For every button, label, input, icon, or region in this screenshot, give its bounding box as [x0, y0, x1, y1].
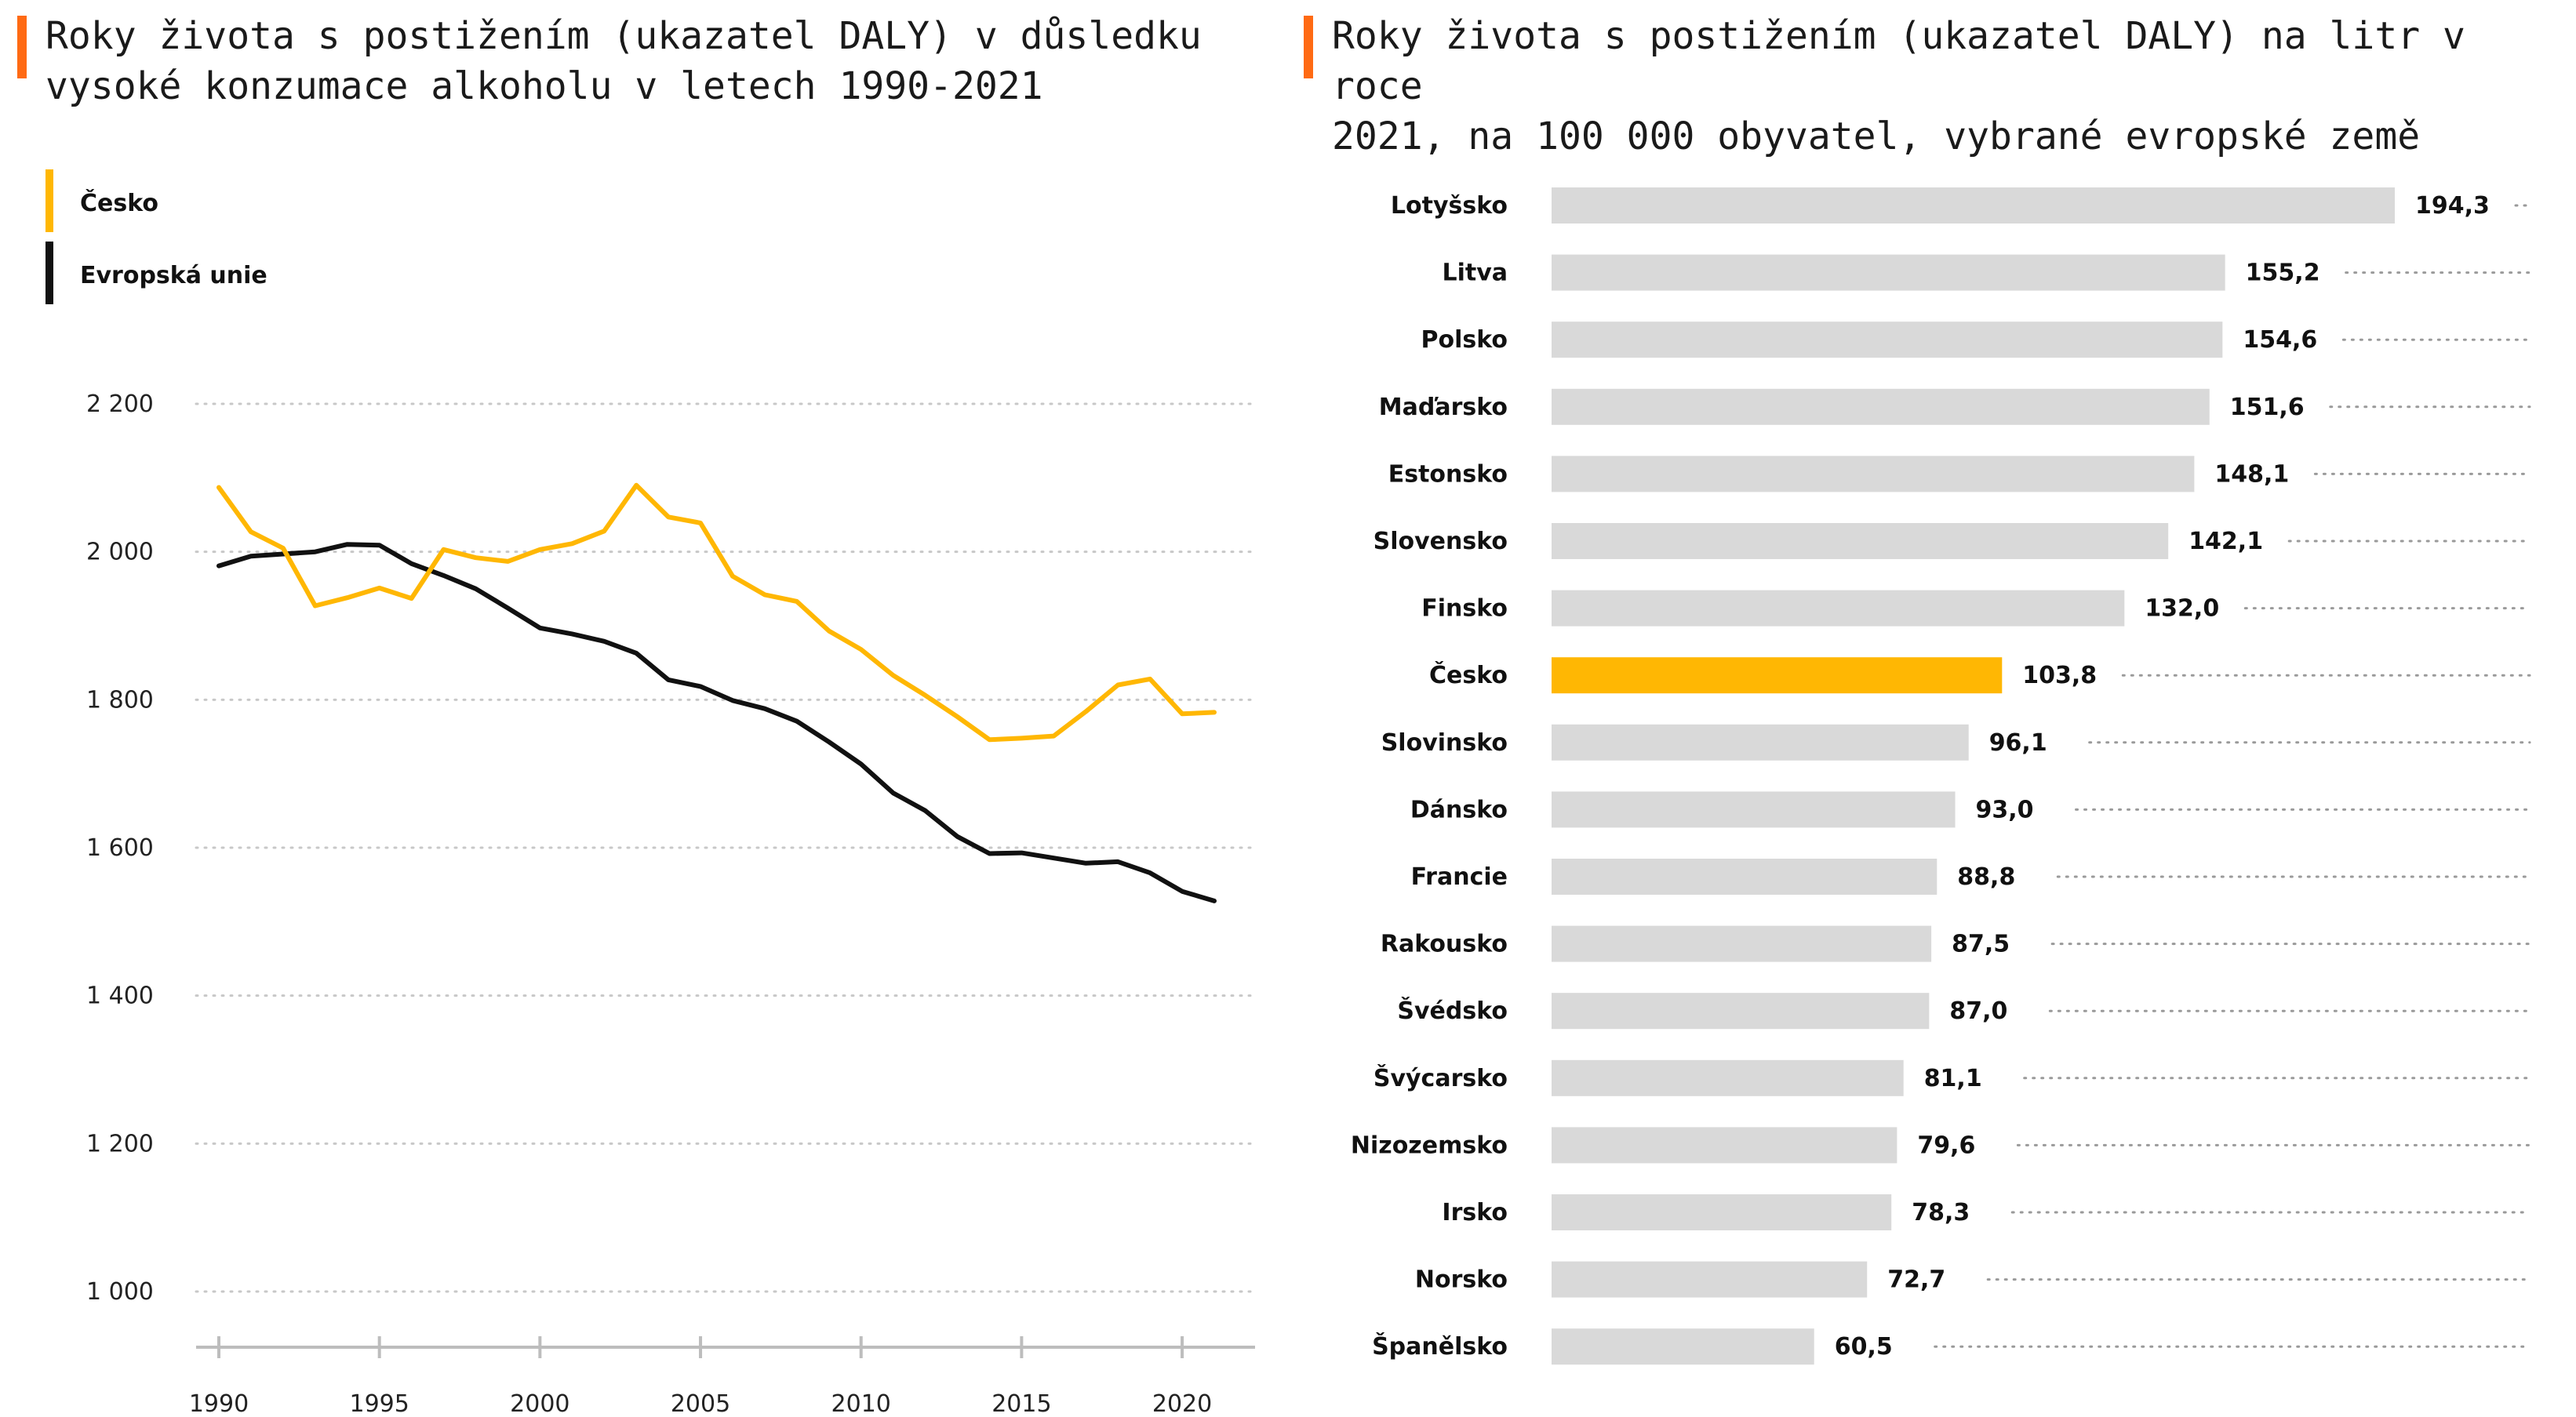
- bar-value-label: 132,0: [2145, 595, 2219, 623]
- y-tick-label: 1 800: [86, 686, 154, 714]
- line-chart: Česko Evropská unie 1 000 1 200 1 400 1 600 1 …: [45, 169, 1257, 1417]
- y-tick-label: 1 400: [86, 983, 154, 1010]
- legend-swatch-1: [45, 242, 53, 304]
- legend-swatch-0: [45, 169, 53, 232]
- bar: [1552, 1261, 1868, 1298]
- x-tick-label: 2010: [831, 1390, 891, 1417]
- bar-value-label: 142,1: [2189, 528, 2263, 555]
- bar-category-label: Finsko: [1421, 595, 1508, 623]
- x-tick-label: 1990: [189, 1390, 249, 1417]
- bar: [1552, 1059, 1904, 1096]
- title-accent-bar: [17, 16, 27, 78]
- bar-highlight: [1552, 657, 2003, 694]
- x-tick-label: 2015: [991, 1390, 1051, 1417]
- y-tick-label: 1 600: [86, 834, 154, 862]
- bar: [1552, 993, 1930, 1030]
- bar-category-label: Lotyšsko: [1391, 192, 1508, 220]
- x-tick-label: 2000: [510, 1390, 569, 1417]
- bar-category-label: Dánsko: [1410, 796, 1508, 823]
- bar-value-label: 93,0: [1976, 796, 2034, 823]
- bar-category-label: Maďarsko: [1379, 394, 1508, 421]
- bar-category-label: Norsko: [1415, 1266, 1508, 1294]
- bar-category-label: Slovensko: [1374, 528, 1508, 555]
- bar: [1552, 925, 1932, 962]
- bar-chart: Lotyšsko 194,3 Litva 155,2 Polsko 154,6 Maďars…: [1351, 187, 2531, 1365]
- bar-category-label: Irsko: [1442, 1199, 1508, 1226]
- bar-value-label: 72,7: [1887, 1266, 1945, 1294]
- bar-category-label: Estonsko: [1388, 460, 1508, 488]
- legend-label-1: Evropská unie: [80, 262, 267, 289]
- y-tick-label: 2 200: [86, 391, 154, 418]
- x-tick-label: 2005: [671, 1390, 730, 1417]
- y-tick-label: 1 200: [86, 1130, 154, 1157]
- bar-category-label: Španělsko: [1372, 1332, 1508, 1361]
- bar-category-label: Rakousko: [1381, 931, 1508, 958]
- legend-label-0: Česko: [80, 188, 158, 217]
- bar: [1552, 791, 1956, 828]
- x-tick-label: 1995: [349, 1390, 409, 1417]
- y-tick-label: 2 000: [86, 539, 154, 566]
- bar-category-label: Švédsko: [1397, 996, 1508, 1025]
- right-chart-title: Roky života s postižením (ukazatel DALY)…: [1332, 14, 2465, 158]
- bar: [1552, 724, 1969, 761]
- bar: [1552, 388, 2210, 425]
- bar-value-label: 60,5: [1835, 1333, 1893, 1361]
- bar-value-label: 87,0: [1949, 997, 2007, 1025]
- y-tick-label: 1 000: [86, 1278, 154, 1306]
- bar-category-label: Litva: [1442, 260, 1508, 287]
- bar-value-label: 81,1: [1924, 1065, 1982, 1092]
- bar: [1552, 523, 2169, 559]
- bar: [1552, 187, 2395, 223]
- bar-category-label: Slovinsko: [1381, 729, 1508, 757]
- bar: [1552, 322, 2223, 358]
- left-chart-panel: Roky života s postižením (ukazatel DALY)…: [0, 0, 1286, 1417]
- bar-value-label: 155,2: [2246, 260, 2320, 287]
- bar-value-label: 103,8: [2022, 662, 2097, 689]
- bar-value-label: 87,5: [1952, 931, 2010, 958]
- bar-value-label: 78,3: [1912, 1199, 1970, 1226]
- x-tick-label: 2020: [1152, 1390, 1212, 1417]
- bar-category-label: Česko: [1429, 660, 1508, 689]
- bar: [1552, 590, 2125, 627]
- bar-value-label: 154,6: [2243, 326, 2317, 354]
- bar-value-label: 151,6: [2230, 394, 2305, 421]
- title-accent-bar: [1304, 16, 1313, 78]
- bar-category-label: Polsko: [1421, 326, 1508, 354]
- bar-category-label: Švýcarsko: [1374, 1063, 1508, 1092]
- series-line-0: [216, 482, 1217, 743]
- series-line-1: [216, 542, 1217, 903]
- bar: [1552, 1328, 1814, 1365]
- bar-value-label: 88,8: [1957, 863, 2015, 891]
- bar: [1552, 859, 1937, 895]
- bar: [1552, 1127, 1897, 1164]
- bar-value-label: 194,3: [2415, 192, 2490, 220]
- bar-category-label: Francie: [1411, 863, 1508, 891]
- left-chart-title: Roky života s postižením (ukazatel DALY)…: [45, 14, 1202, 108]
- bar-value-label: 96,1: [1989, 729, 2047, 757]
- bar-category-label: Nizozemsko: [1351, 1132, 1508, 1159]
- bar: [1552, 456, 2195, 492]
- bar-value-label: 79,6: [1917, 1132, 1975, 1159]
- bar: [1552, 254, 2225, 291]
- right-chart-panel: Roky života s postižením (ukazatel DALY)…: [1286, 0, 2576, 1417]
- bar-value-label: 148,1: [2214, 460, 2289, 488]
- bar: [1552, 1194, 1892, 1230]
